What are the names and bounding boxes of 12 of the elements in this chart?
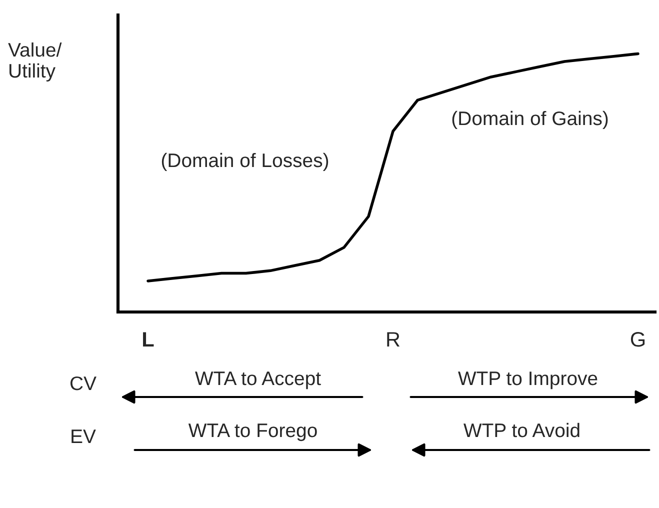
x-tick-label: R [387, 332, 400, 347]
text: EV [72, 430, 96, 444]
text: WTA to Forego [188, 424, 317, 442]
y-axis-title: Value/ Utility [8, 42, 62, 82]
annotation: (Domain of Gains) [452, 110, 608, 130]
text: WTP to Improve [458, 372, 598, 390]
x-tick-label: G [630, 332, 645, 347]
x-tick-label: L [143, 332, 154, 347]
text: CV [70, 376, 96, 390]
text: WTA to Accept [195, 372, 321, 390]
annotation: (Domain of Losses) [162, 152, 328, 172]
text: WTP to Avoid [464, 422, 580, 438]
